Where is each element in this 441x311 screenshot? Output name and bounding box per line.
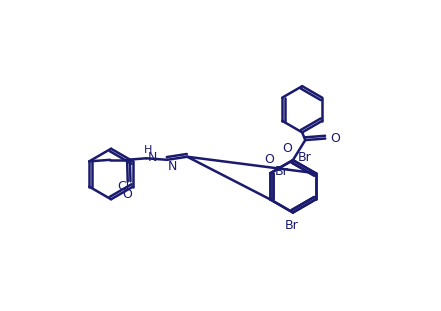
Text: Br: Br (298, 151, 311, 164)
Text: H: H (144, 145, 152, 155)
Text: O: O (330, 132, 340, 145)
Text: Cl: Cl (117, 180, 129, 193)
Text: O: O (282, 142, 292, 155)
Text: N: N (168, 160, 177, 174)
Text: Br: Br (285, 219, 299, 232)
Text: Br: Br (275, 165, 288, 178)
Text: N: N (148, 151, 157, 164)
Text: O: O (264, 153, 273, 166)
Text: O: O (122, 188, 132, 201)
